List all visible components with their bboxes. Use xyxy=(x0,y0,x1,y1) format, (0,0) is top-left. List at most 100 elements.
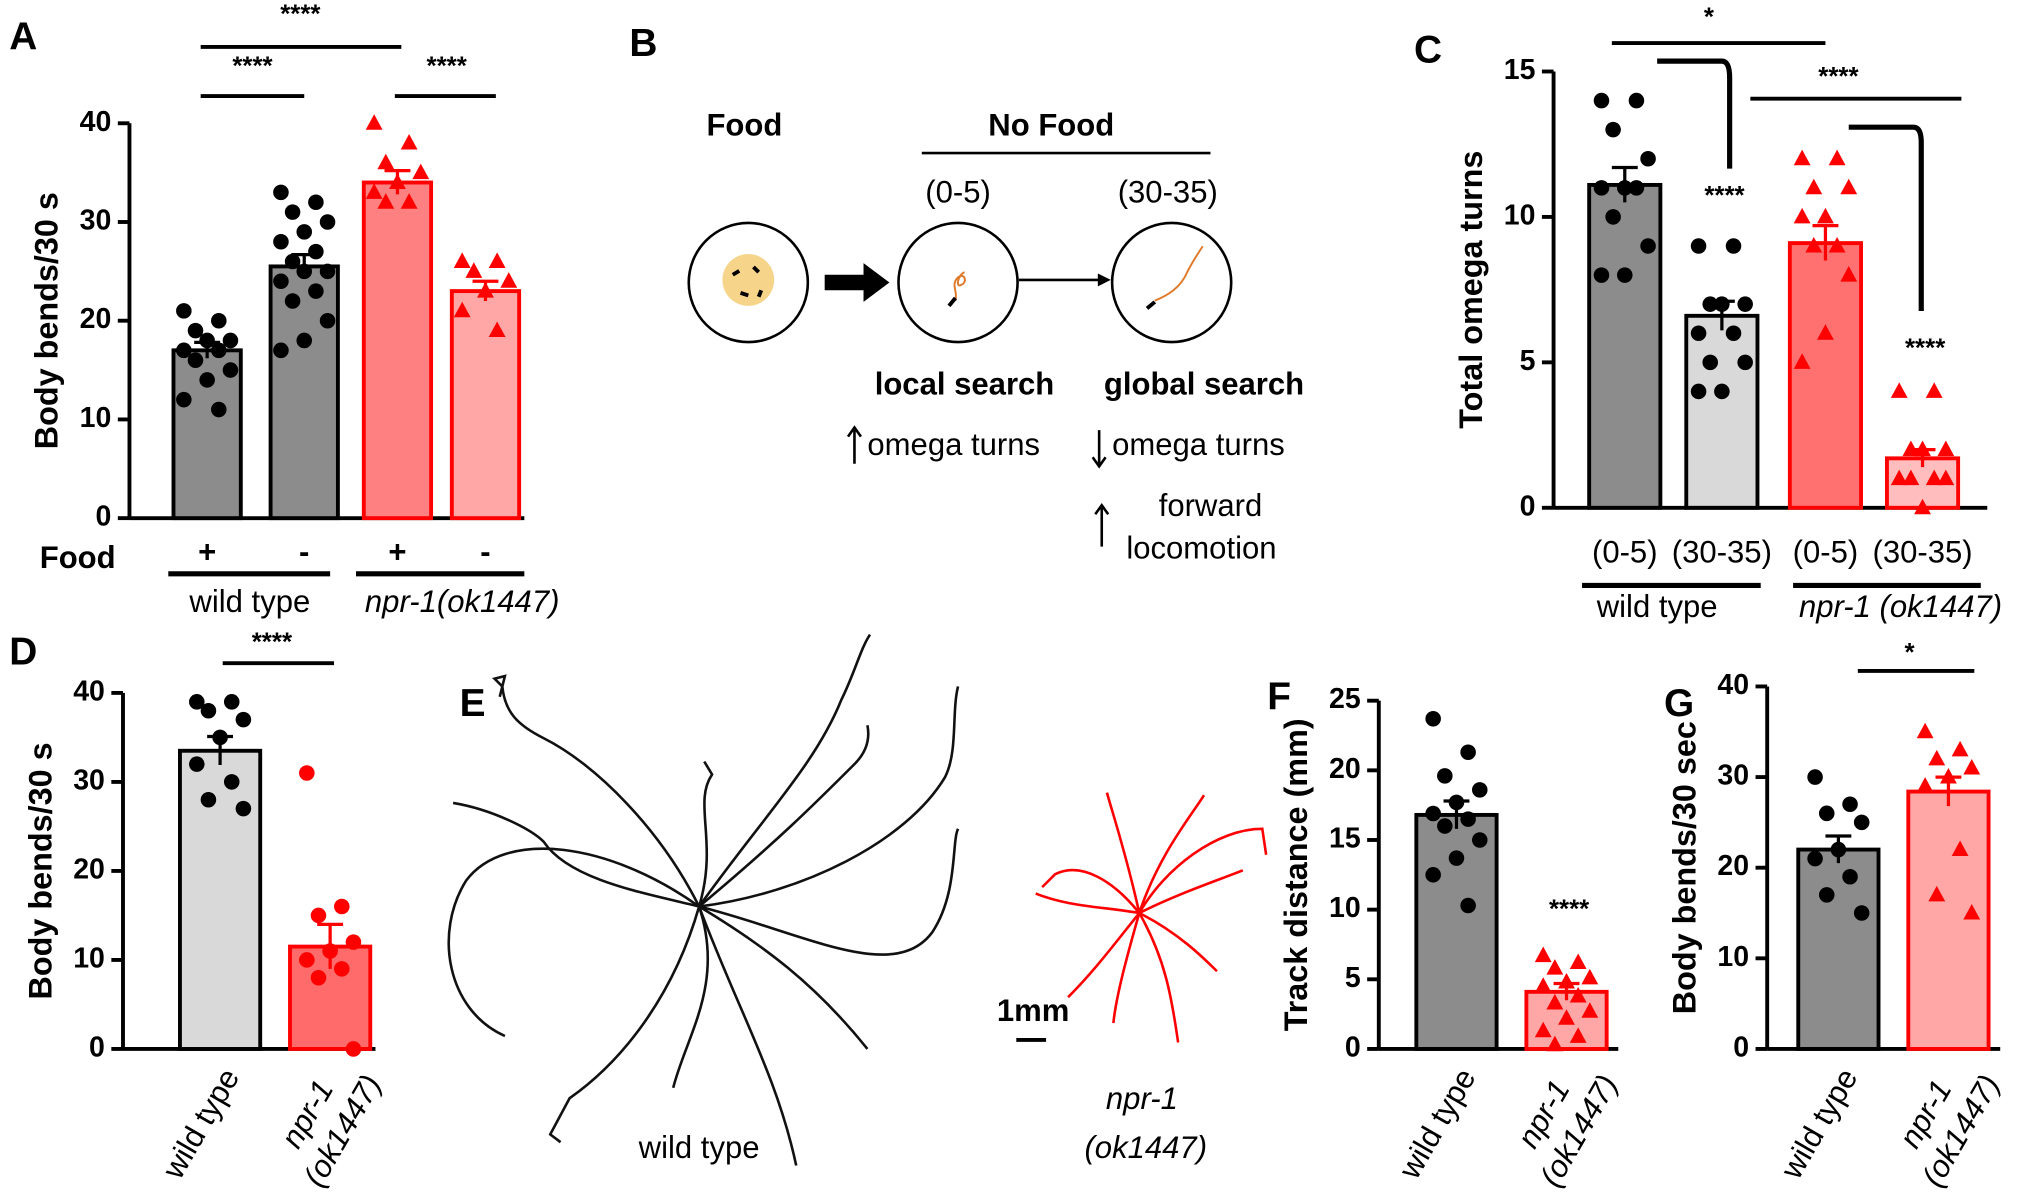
data-point xyxy=(299,765,315,781)
data-point xyxy=(1460,897,1476,914)
data-point xyxy=(365,114,383,130)
data-point xyxy=(1805,178,1823,195)
data-point xyxy=(345,1041,362,1057)
y-axis-label: Body bends/30 s xyxy=(29,192,65,449)
data-point xyxy=(1914,440,1931,457)
data-point xyxy=(222,332,239,349)
data-point xyxy=(1807,850,1823,867)
data-point xyxy=(200,702,217,719)
y-tick-label: 25 xyxy=(1329,683,1361,715)
data-point xyxy=(1725,238,1742,254)
data-point xyxy=(322,943,338,959)
no-food-label: No Food xyxy=(988,107,1114,142)
data-point xyxy=(299,952,315,968)
data-point xyxy=(176,303,192,319)
track-label: (ok1447) xyxy=(1084,1130,1207,1165)
y-tick-label: 10 xyxy=(73,942,105,974)
arrow-head xyxy=(1097,273,1111,287)
data-point xyxy=(1617,180,1633,196)
chart-panel: C 0 5 10 15 Total omega turns (0-5) (30-35) (0-5… xyxy=(1414,3,2002,624)
bar xyxy=(178,748,263,1051)
bar xyxy=(268,264,340,521)
data-point xyxy=(1937,469,1955,486)
data-point xyxy=(273,184,289,201)
track-label: npr-1 xyxy=(1106,1081,1178,1116)
data-point xyxy=(477,282,494,298)
data-point xyxy=(1828,236,1846,253)
x-tick-label: npr-1(ok1447) xyxy=(1499,1049,1624,1192)
data-point xyxy=(400,193,418,209)
data-point xyxy=(389,173,406,189)
effect-label: forward xyxy=(1159,488,1263,523)
y-tick-label: 5 xyxy=(1520,345,1536,377)
data-point xyxy=(273,233,289,250)
data-point xyxy=(1842,796,1858,813)
up-arrow xyxy=(1094,502,1110,547)
bar xyxy=(1684,313,1760,510)
data-point xyxy=(377,193,395,209)
data-point xyxy=(1534,946,1552,963)
y-tick-label: 10 xyxy=(1717,941,1749,973)
data-point xyxy=(1937,440,1955,457)
data-point xyxy=(1828,149,1846,166)
data-point xyxy=(500,272,518,288)
chart-panel: D 0 10 20 30 40 Body bends/30 s wild type npr-1(… xyxy=(9,629,388,1193)
data-point xyxy=(308,243,324,260)
data-point xyxy=(235,800,252,817)
data-point xyxy=(1437,768,1453,784)
data-point xyxy=(1951,840,1969,857)
y-tick-label: 20 xyxy=(1717,850,1749,882)
data-point xyxy=(1890,469,1908,486)
data-point xyxy=(200,791,217,808)
data-point xyxy=(1569,1027,1587,1043)
wild-type-tracks xyxy=(447,633,960,1166)
chart-panel: A 0 10 20 30 40 Body bends/30 s + - + - Food wild ty… xyxy=(9,1,559,619)
chart-panel: G 0 10 20 30 40 Body bends/30 sec wild type npr-… xyxy=(1664,639,2007,1193)
y-tick-label: 20 xyxy=(1329,753,1361,785)
effect-label: omega turns xyxy=(867,427,1040,462)
data-point xyxy=(1916,722,1934,739)
data-point xyxy=(1425,867,1441,883)
track xyxy=(953,271,966,301)
data-point xyxy=(1593,180,1610,196)
data-point xyxy=(296,263,313,280)
data-point xyxy=(211,312,227,329)
panel-label: A xyxy=(9,15,37,58)
data-point xyxy=(199,372,215,388)
y-tick-label: 20 xyxy=(80,303,112,335)
data-point xyxy=(1546,993,1564,1010)
track xyxy=(1154,245,1204,302)
data-point xyxy=(235,711,252,728)
data-point xyxy=(1737,296,1753,312)
data-point xyxy=(284,293,301,309)
y-tick-label: 40 xyxy=(80,106,112,138)
data-point xyxy=(212,729,228,746)
data-point xyxy=(1914,498,1931,515)
data-point xyxy=(1818,887,1835,903)
data-point xyxy=(189,756,205,772)
x-tick-label: wild type xyxy=(155,1062,246,1185)
data-point xyxy=(1714,383,1730,400)
x-tick-label: (0-5) xyxy=(1793,535,1859,570)
time-label: (30-35) xyxy=(1118,175,1218,210)
search-label: local search xyxy=(875,366,1055,401)
data-point xyxy=(1928,749,1946,766)
data-point xyxy=(465,262,483,278)
group-label: npr-1(ok1447) xyxy=(365,584,560,619)
y-tick-label: 5 xyxy=(1345,962,1361,994)
data-point xyxy=(377,153,395,170)
data-point xyxy=(189,694,205,710)
data-point xyxy=(1925,469,1943,486)
data-point xyxy=(1725,325,1742,342)
panel-e: E 1mm wild ty xyxy=(447,633,1268,1166)
y-tick-label: 10 xyxy=(80,402,112,434)
data-point xyxy=(1842,868,1858,885)
y-tick-label: 20 xyxy=(73,853,105,885)
data-point xyxy=(1916,777,1934,793)
data-point xyxy=(1581,968,1599,985)
data-point xyxy=(273,342,289,359)
comparison-bracket xyxy=(1657,58,1924,311)
data-point xyxy=(365,183,383,199)
arrow xyxy=(824,263,890,302)
